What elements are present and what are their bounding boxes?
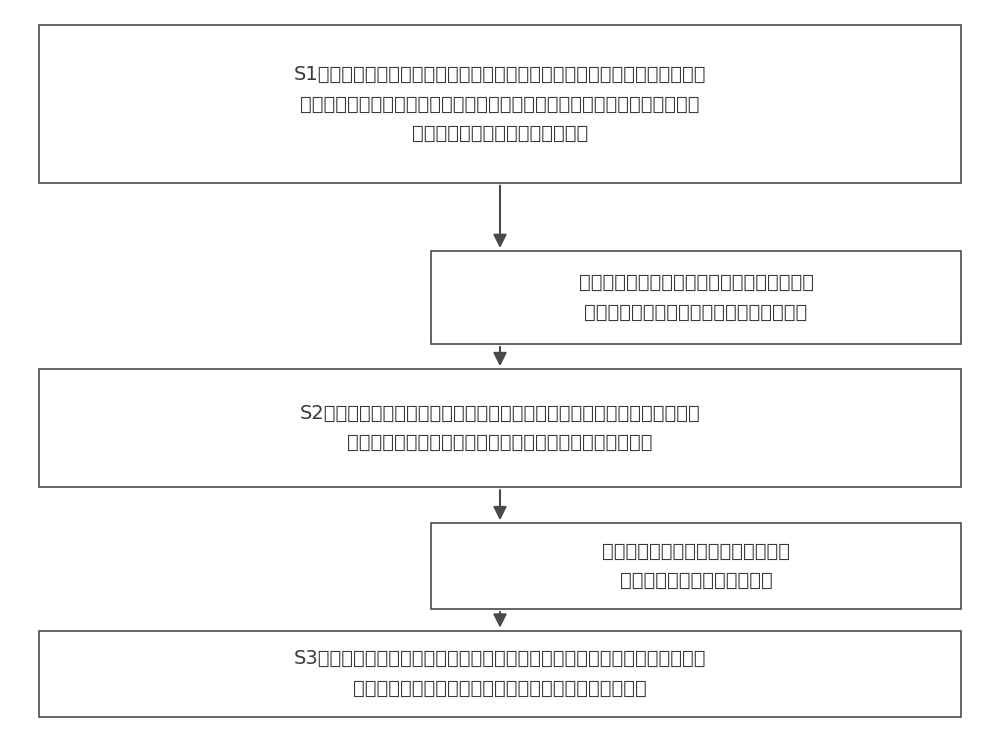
FancyBboxPatch shape — [431, 523, 961, 609]
Text: 嵌设沟深度远大于畦沟深度，重金属
修复体嵌设入畦垄的土壤内层: 嵌设沟深度远大于畦沟深度，重金属 修复体嵌设入畦垄的土壤内层 — [602, 542, 790, 591]
FancyBboxPatch shape — [39, 369, 961, 488]
FancyBboxPatch shape — [39, 631, 961, 716]
Text: S3、通过多个灌溉机构持续对土壤进行灌溉，有害物质通过吸附渗透墙进行吸
附反应，重金属则通过水流流动被吸附于重金属修复体处: S3、通过多个灌溉机构持续对土壤进行灌溉，有害物质通过吸附渗透墙进行吸 附反应，… — [294, 649, 706, 698]
Text: 形成两两相隔设置的畦沟和畦垄，在多个畦沟
内部放置相互连通的灌溉机构用于浇灌淋洗: 形成两两相隔设置的畦沟和畦垄，在多个畦沟 内部放置相互连通的灌溉机构用于浇灌淋洗 — [578, 273, 814, 322]
Text: S2、在多个畦垄上开设嵌设沟，在嵌设沟内嵌设插入重金属吸附墙，重金属
吸附墙由吸附渗透墙与安装于其两侧处的重金属修复体组成: S2、在多个畦垄上开设嵌设沟，在嵌设沟内嵌设插入重金属吸附墙，重金属 吸附墙由吸… — [300, 404, 700, 452]
Text: S1、技术人员对待处理的重金属土壤区域进行深耕翻新，并在翻新土地上进行
开沟作畦，利用灌溉法对土壤进行淋洗，并抽取挖沟土壤表层以及畦沟内的淋
洗液，保持土壤内部: S1、技术人员对待处理的重金属土壤区域进行深耕翻新，并在翻新土地上进行 开沟作畦… — [294, 65, 706, 143]
FancyBboxPatch shape — [39, 26, 961, 183]
FancyBboxPatch shape — [431, 251, 961, 344]
